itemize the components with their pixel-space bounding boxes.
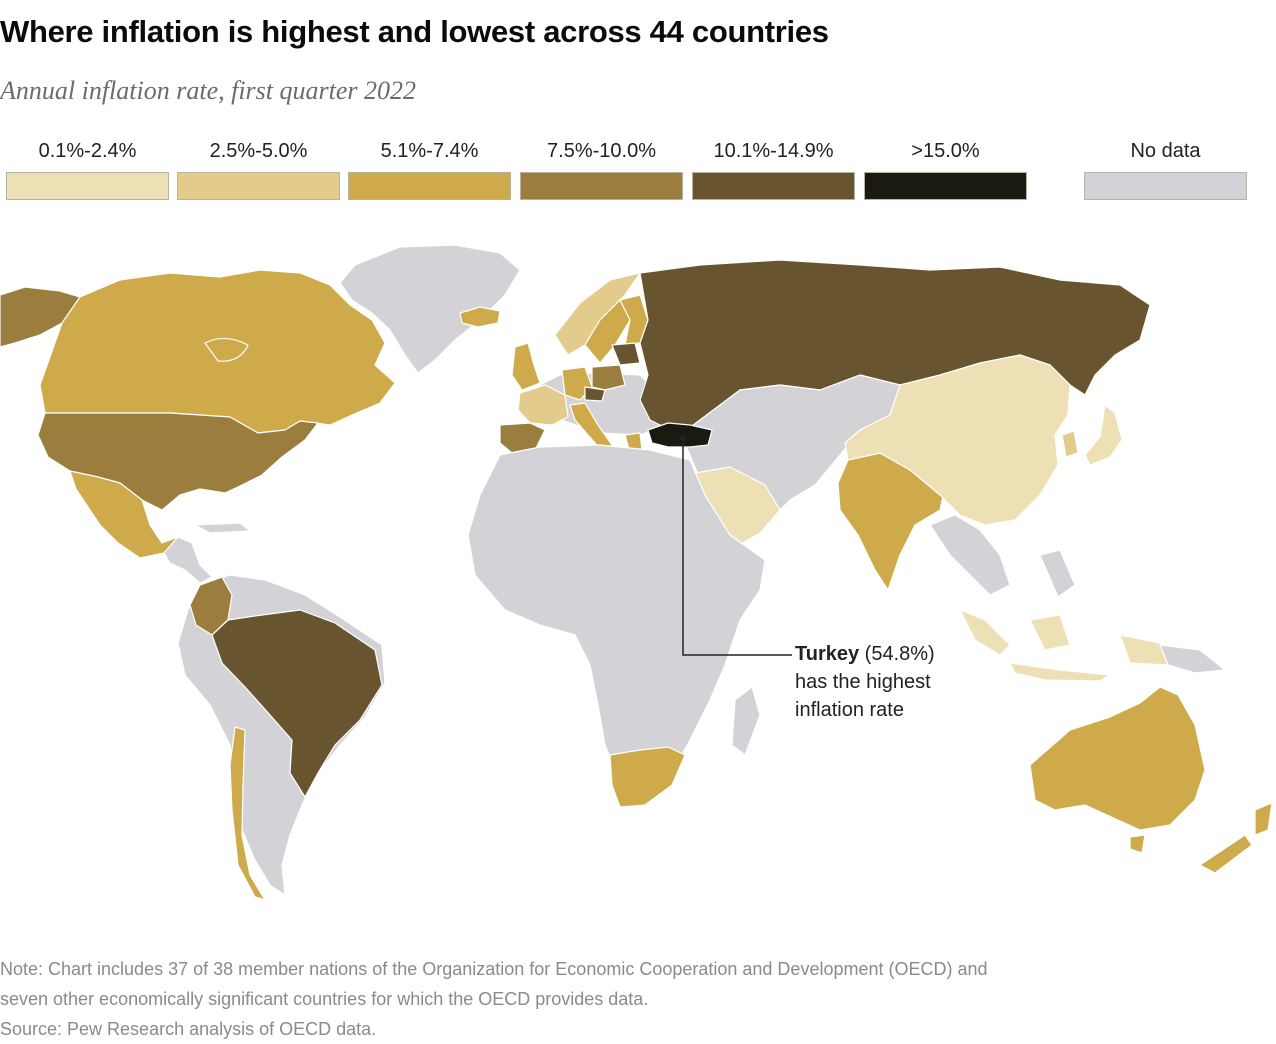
country-united-kingdom <box>511 342 541 391</box>
legend-item-2: 5.1%-7.4% <box>348 140 511 202</box>
source-line: Source: Pew Research analysis of OECD da… <box>0 1019 377 1039</box>
country-new-zealand <box>1199 802 1273 874</box>
legend-label: >15.0% <box>911 140 980 162</box>
country-canada <box>39 269 396 434</box>
country-china <box>844 354 1071 526</box>
legend-item-1: 2.5%-5.0% <box>177 140 340 202</box>
country-turkey <box>647 422 713 448</box>
country-chile <box>229 726 266 901</box>
country-norway <box>554 272 641 356</box>
region-central-america <box>163 522 251 584</box>
chart-title: Where inflation is highest and lowest ac… <box>0 14 829 49</box>
callout-line-2: has the highest <box>795 671 931 693</box>
country-indonesia <box>959 609 1169 682</box>
country-poland <box>591 364 626 391</box>
country-japan <box>1084 404 1123 466</box>
legend-swatch <box>520 172 683 200</box>
country-czech-republic <box>584 386 606 402</box>
turkey-callout: Turkey (54.8%) has the highest inflation… <box>795 640 935 724</box>
legend-swatch <box>177 172 340 200</box>
world-map <box>0 244 1273 901</box>
legend-swatch <box>692 172 855 200</box>
legend-label: 7.5%-10.0% <box>547 140 656 162</box>
note-line-1: Note: Chart includes 37 of 38 member nat… <box>0 959 988 979</box>
legend-item-3: 7.5%-10.0% <box>520 140 683 202</box>
country-greenland <box>339 244 521 374</box>
chart-subtitle: Annual inflation rate, first quarter 202… <box>0 76 417 105</box>
legend-item-4: 10.1%-14.9% <box>692 140 855 202</box>
callout-value: (54.8%) <box>864 643 935 665</box>
legend-label: 0.1%-2.4% <box>38 140 137 162</box>
legend-swatch <box>1084 172 1247 200</box>
legend-label: 2.5%-5.0% <box>209 140 308 162</box>
country-south-africa <box>609 746 686 808</box>
legend-label: 10.1%-14.9% <box>713 140 834 162</box>
country-baltics <box>611 342 641 366</box>
country-brazil <box>211 609 383 798</box>
country-iceland <box>459 306 501 328</box>
legend-swatch <box>864 172 1027 200</box>
legend-item-0: 0.1%-2.4% <box>6 140 169 202</box>
country-australia <box>1029 686 1206 854</box>
legend-item-5: >15.0% <box>864 140 1027 202</box>
callout-line-3: inflation rate <box>795 699 904 721</box>
note-line-2: seven other economically significant cou… <box>0 989 649 1009</box>
region-southeast-asia <box>1039 549 1226 674</box>
legend-label: 5.1%-7.4% <box>380 140 479 162</box>
legend-swatch <box>6 172 169 200</box>
legend-item-nodata: No data <box>1084 140 1247 202</box>
legend-swatch <box>348 172 511 200</box>
callout-country: Turkey <box>795 643 860 665</box>
callout-leader-line <box>682 438 792 656</box>
callout-line-1: Turkey (54.8%) <box>795 640 935 668</box>
country-france <box>517 384 569 426</box>
legend-label: No data <box>1130 140 1201 162</box>
callout-anchor-dot <box>680 435 686 441</box>
chart-notes: Note: Chart includes 37 of 38 member nat… <box>0 954 1276 1044</box>
country-south-korea <box>1061 430 1079 458</box>
